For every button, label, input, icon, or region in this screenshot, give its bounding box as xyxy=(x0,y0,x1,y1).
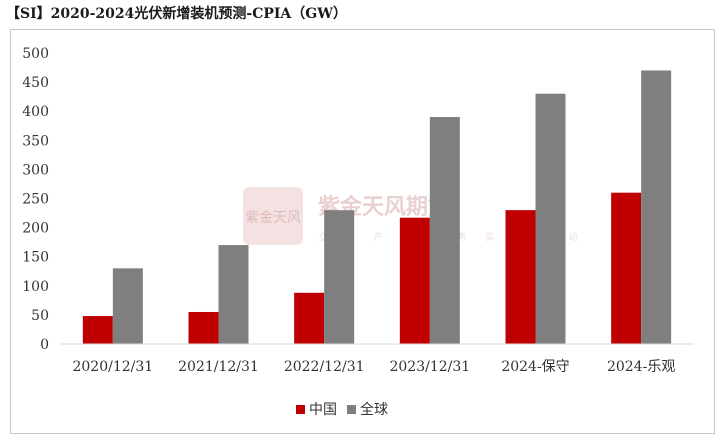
y-tick-label: 450 xyxy=(22,75,49,91)
x-tick-label: 2020/12/31 xyxy=(72,359,153,375)
bar-china xyxy=(188,311,219,344)
legend-swatch-china xyxy=(296,405,305,414)
bar-china xyxy=(294,292,325,344)
x-tick-label: 2023/12/31 xyxy=(389,359,470,375)
bar-global xyxy=(324,210,355,344)
bar-global xyxy=(218,245,249,344)
bar-global xyxy=(641,70,672,345)
legend-label-china: 中国 xyxy=(309,402,337,418)
bars xyxy=(82,70,672,345)
bar-china xyxy=(82,316,113,344)
bar-china xyxy=(505,210,536,344)
x-tick-label: 2024-保守 xyxy=(501,359,569,375)
y-tick-label: 400 xyxy=(22,104,49,120)
chart-title: 【SI】2020-2024光伏新增装机预测-CPIA（GW） xyxy=(6,6,347,22)
x-axis: 2020/12/31 2021/12/31 2022/12/31 2023/12/31… xyxy=(72,359,675,375)
y-tick-label: 150 xyxy=(22,250,49,266)
y-axis: 0 50 100 150 200 250 300 350 400 450 500 xyxy=(22,46,49,353)
bar-china xyxy=(399,217,430,344)
chart-frame xyxy=(10,29,715,434)
x-tick-label: 2021/12/31 xyxy=(178,359,259,375)
legend: 中国 全球 xyxy=(296,401,388,418)
y-tick-label: 300 xyxy=(22,162,49,178)
y-tick-label: 350 xyxy=(22,133,49,149)
watermark-seal-text: 紫金天风 xyxy=(245,210,301,226)
y-tick-label: 250 xyxy=(22,192,49,208)
bar-global xyxy=(535,93,566,345)
y-tick-label: 200 xyxy=(22,221,49,237)
legend-label-global: 全球 xyxy=(360,401,388,418)
bar-china xyxy=(611,192,642,344)
x-tick-label: 2024-乐观 xyxy=(607,359,675,375)
legend-swatch-global xyxy=(347,405,356,414)
bar-global xyxy=(429,117,460,345)
y-tick-label: 0 xyxy=(40,337,49,353)
bar-global xyxy=(112,268,143,344)
y-tick-label: 50 xyxy=(31,308,49,324)
x-tick-label: 2022/12/31 xyxy=(284,359,365,375)
y-tick-label: 500 xyxy=(22,46,49,62)
watermark-seal xyxy=(243,187,303,245)
y-tick-label: 100 xyxy=(22,279,49,295)
